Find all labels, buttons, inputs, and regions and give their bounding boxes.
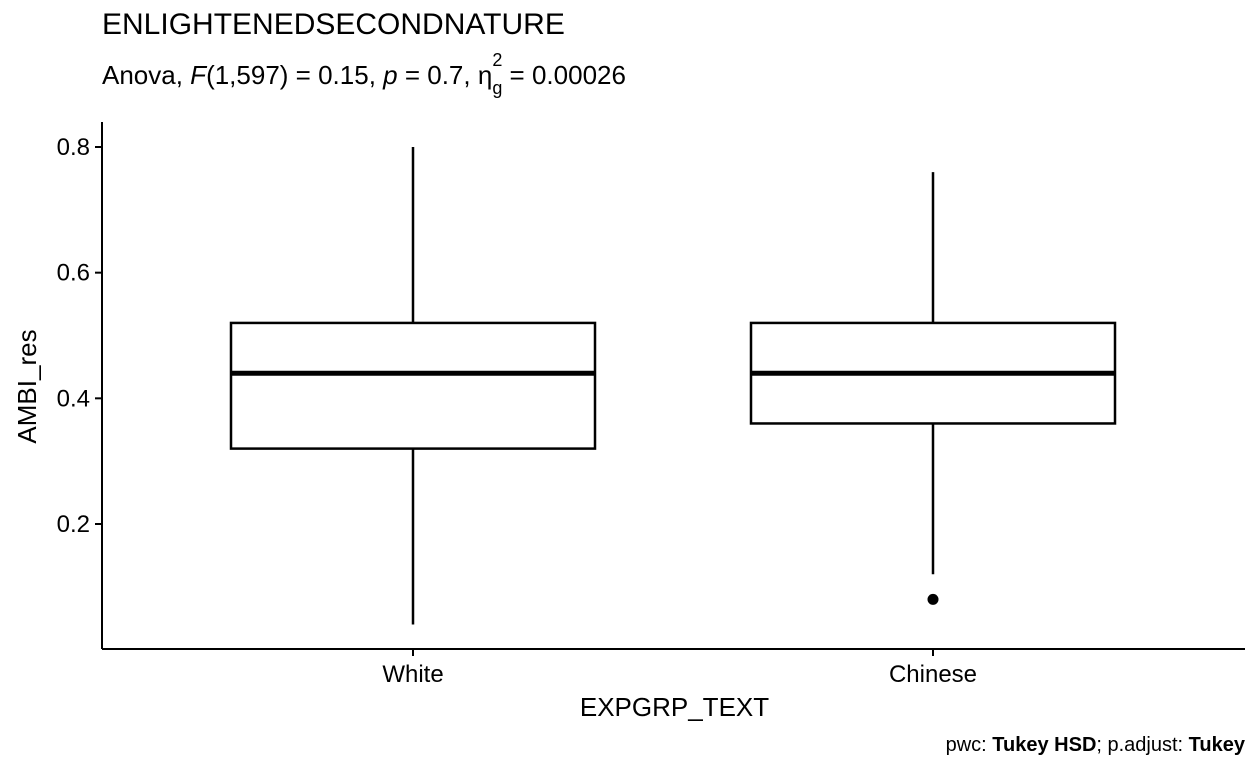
subtitle-f-value: = 0.15, — [288, 60, 384, 90]
subtitle-eta-sup: 2 — [492, 50, 503, 70]
y-axis-title: AMBI_res — [12, 329, 42, 443]
y-tick-label: 0.8 — [57, 134, 90, 161]
y-tick-label: 0.6 — [57, 260, 90, 287]
caption-padjust-value: Tukey — [1188, 734, 1245, 756]
subtitle-eta-symbol: η — [477, 60, 493, 90]
box-white — [229, 321, 597, 450]
chart-caption: pwc: Tukey HSD; p.adjust: Tukey — [946, 734, 1245, 757]
y-tick-label: 0.2 — [57, 511, 90, 538]
subtitle-f-symbol: F — [190, 60, 207, 90]
outlier-point — [927, 593, 939, 605]
x-axis-title: EXPGRP_TEXT — [580, 692, 769, 722]
caption-pwc-value: Tukey HSD — [992, 734, 1097, 756]
x-tick-label: Chinese — [889, 661, 977, 688]
x-tick-label: White — [382, 661, 443, 688]
caption-pwc-label: pwc: — [945, 734, 993, 756]
subtitle-p-symbol: p — [383, 60, 398, 90]
subtitle-prefix: Anova, — [102, 60, 191, 90]
subtitle-df: (1,597) — [206, 60, 289, 90]
y-tick-label: 0.4 — [57, 385, 90, 412]
subtitle-p-value: = 0.7, — [397, 60, 478, 90]
subtitle-eta-sub: g — [492, 78, 503, 98]
caption-sep: ; p.adjust: — [1096, 734, 1189, 756]
chart-title: ENLIGHTENEDSECONDNATURE — [102, 8, 565, 41]
subtitle-eta-value: = 0.00026 — [502, 60, 626, 90]
